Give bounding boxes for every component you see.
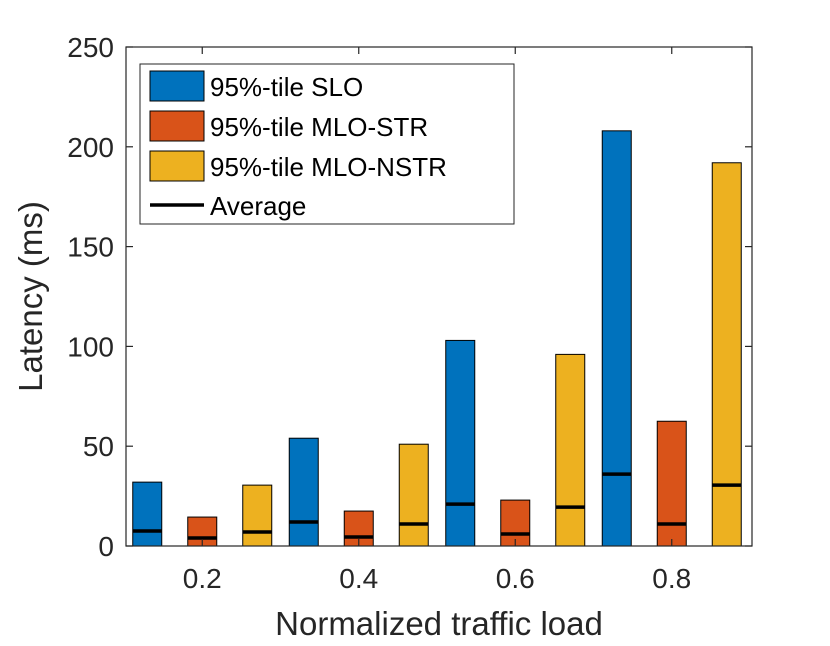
bar-2-0.2 (242, 484, 273, 547)
legend-label-mlo-str: 95%-tile MLO-STR (210, 112, 428, 142)
y-tick-label: 150 (67, 232, 114, 263)
plot-area-border (125, 46, 753, 547)
x-tick-label: 0.6 (496, 563, 535, 594)
legend-swatch-slo (149, 70, 205, 102)
bars-layer (132, 130, 742, 547)
bar-0-0.6 (445, 339, 476, 547)
legend-label-average: Average (210, 191, 306, 221)
y-axis-ticks: 0 50 100 150 200 250 (67, 32, 752, 562)
legend-label-slo: 95%-tile SLO (210, 72, 363, 102)
y-tick-label: 0 (98, 531, 114, 562)
bar-0-0.4 (288, 437, 319, 547)
x-axis-title: Normalized traffic load (275, 605, 603, 642)
x-tick-label: 0.8 (652, 563, 691, 594)
legend-label-mlo-nstr: 95%-tile MLO-NSTR (210, 152, 447, 182)
y-tick-label: 200 (67, 132, 114, 163)
y-tick-label: 50 (83, 431, 114, 462)
legend-swatch-mlo-nstr (149, 150, 205, 182)
y-tick-label: 100 (67, 331, 114, 362)
y-tick-label: 250 (67, 32, 114, 63)
bar-1-0.8 (656, 420, 687, 547)
bar-2-0.4 (398, 443, 429, 547)
average-markers-layer (132, 472, 742, 540)
bar-0-0.2 (132, 481, 163, 547)
bar-0-0.8 (601, 130, 632, 547)
legend-swatch-mlo-str (149, 110, 205, 142)
x-axis-ticks: 0.2 0.4 0.6 0.8 (183, 47, 691, 594)
bar-2-0.6 (555, 353, 586, 547)
x-tick-label: 0.2 (183, 563, 222, 594)
x-tick-label: 0.4 (339, 563, 378, 594)
legend: 95%-tile SLO 95%-tile MLO-STR 95%-tile M… (139, 63, 515, 225)
y-axis-title: Latency (ms) (12, 201, 49, 392)
bar-2-0.8 (711, 162, 742, 547)
